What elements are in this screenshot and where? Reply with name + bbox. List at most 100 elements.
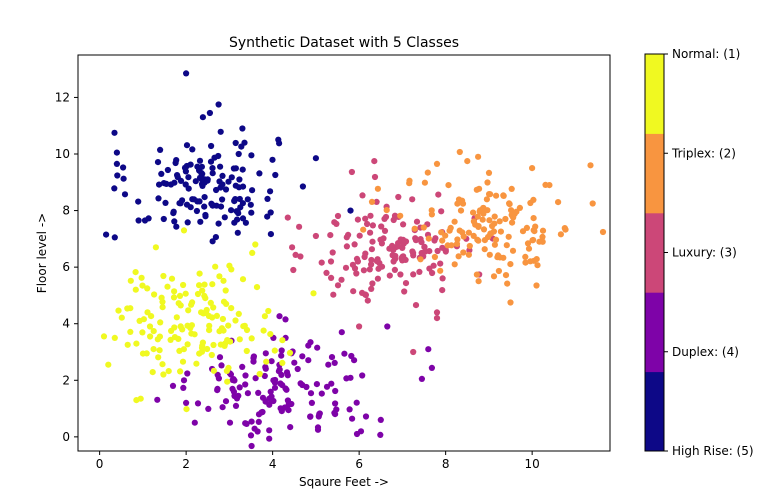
scatter-point [199,339,206,346]
scatter-point [228,266,235,273]
scatter-point [151,291,158,298]
scatter-point [287,424,294,431]
scatter-point [329,249,336,256]
scatter-point [491,213,498,220]
scatter-point [310,290,317,297]
scatter-point [484,179,491,186]
scatter-point [175,300,182,307]
scatter-point [154,396,161,403]
scatter-point [270,377,277,384]
scatter-point [236,336,243,343]
scatter-point [228,305,235,312]
scatter-point [362,413,370,420]
scatter-point [183,70,190,77]
scatter-point [371,173,379,181]
scatter-point [235,392,242,399]
scatter-point [252,241,259,248]
scatter-point [276,313,283,320]
scatter-point [555,199,562,206]
scatter-point [374,256,381,263]
scatter-point [224,378,231,385]
scatter-point [267,188,274,195]
scatter-point [209,281,216,288]
scatter-point [495,267,502,275]
scatter-point [261,372,268,380]
scatter-point [362,215,369,222]
scatter-point [523,224,531,231]
x-tick-label: 10 [525,457,540,471]
scatter-point [277,380,284,387]
scatter-point [527,258,534,265]
scatter-point [242,219,249,226]
scatter-point [314,344,321,351]
scatter-point [484,207,491,214]
scatter-point [444,242,451,249]
scatter-point [342,264,350,271]
scatter-point [343,243,350,250]
scatter-point [457,207,465,214]
scatter-point [215,101,222,108]
scatter-point [239,166,246,173]
y-tick-label: 2 [62,373,70,387]
colorbar-label: High Rise: (5) [672,444,754,458]
scatter-point [193,207,200,215]
scatter-point [369,222,376,229]
scatter-point [140,316,147,323]
scatter-point [187,204,194,211]
scatter-point [180,227,188,234]
scatter-point [196,282,203,289]
scatter-point [296,223,303,230]
scatter-point [206,109,213,117]
scatter-point [425,235,432,242]
scatter-point [224,337,231,344]
scatter-point [323,383,331,390]
scatter-point [460,249,467,256]
scatter-point [209,314,216,321]
scatter-point [209,165,216,172]
scatter-point [266,435,273,442]
scatter-point [226,419,234,426]
scatter-point [210,304,217,311]
scatter-point [433,315,441,322]
scatter-point [251,425,258,432]
scatter-point [231,219,238,226]
scatter-point [416,268,423,275]
scatter-point [539,227,547,234]
scatter-point [243,347,250,355]
scatter-point [188,301,195,308]
scatter-point [159,304,166,311]
y-axis-ticks: 0 2 4 6 8 10 12 [55,90,78,444]
scatter-point [239,276,247,283]
scatter-point [180,281,187,289]
scatter-point [171,288,178,295]
scatter-point [318,259,325,266]
scatter-point [297,253,304,260]
scatter-point [179,358,187,365]
scatter-point [308,399,315,406]
scatter-point [460,233,467,240]
scatter-point [353,270,360,277]
scatter-point [475,223,482,230]
scatter-point [271,384,279,391]
scatter-point [299,353,306,360]
scatter-point [211,154,218,161]
scatter-point [474,213,481,220]
scatter-point [305,357,312,364]
scatter-point [187,324,194,331]
scatter-point [184,341,191,348]
scatter-point [115,307,122,314]
scatter-point [157,146,164,153]
scatter-point [375,265,382,272]
scatter-point [133,340,140,347]
scatter-point [250,355,257,362]
scatter-point [475,237,482,244]
scatter-point [492,236,500,243]
scatter-point [145,215,152,222]
scatter-point [406,180,413,187]
scatter-point [374,275,381,282]
scatter-point [525,245,533,252]
scatter-point [508,185,515,192]
scatter-point [201,203,208,210]
scatter-point [279,359,286,366]
